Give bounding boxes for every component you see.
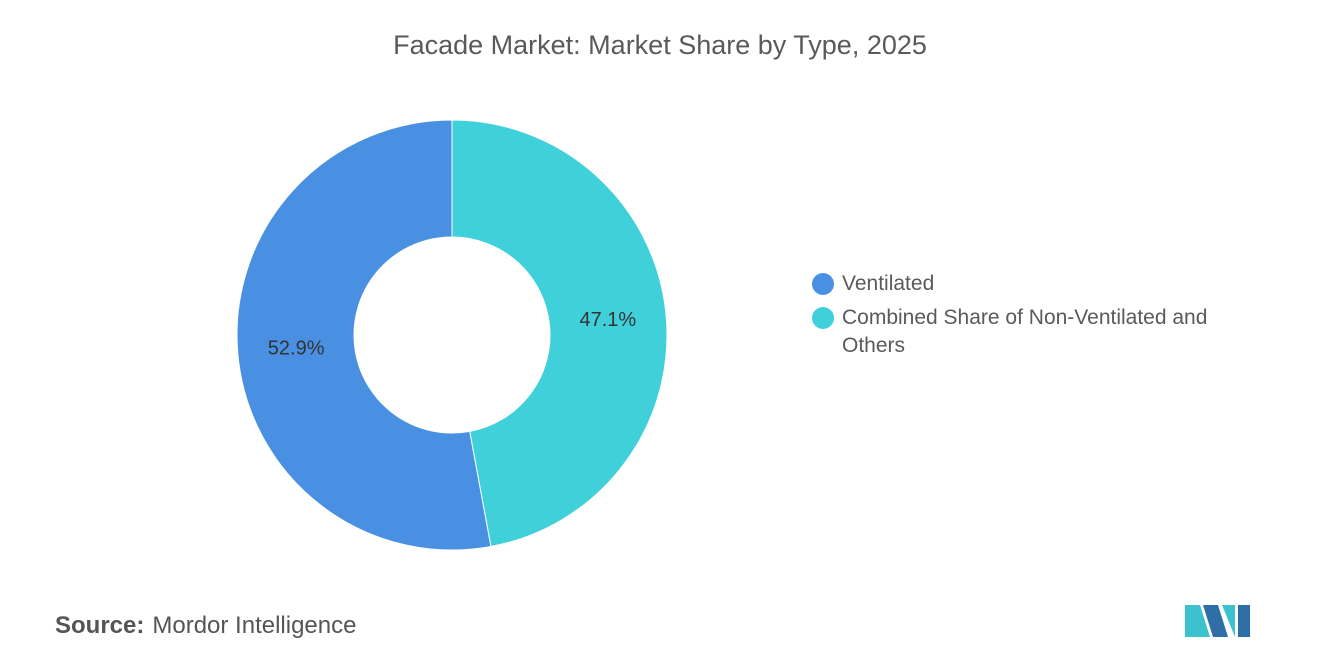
source-label: Source: (55, 612, 145, 639)
value-label: 52.9% (268, 338, 325, 360)
legend-swatch (812, 307, 834, 329)
slice (236, 119, 492, 551)
legend: Ventilated Combined Share of Non-Ventilat… (812, 270, 1232, 366)
value-label: 47.1% (579, 309, 636, 331)
logo (1185, 605, 1250, 637)
legend-swatch (812, 273, 834, 295)
slice (451, 119, 668, 548)
legend-label: Combined Share of Non-Ventilated and Oth… (842, 306, 1208, 357)
legend-item: Ventilated (812, 270, 1232, 298)
chart-title: Facade Market: Market Share by Type, 202… (393, 30, 927, 60)
legend-label: Ventilated (842, 272, 935, 295)
source: Source: Mordor Intelligence (55, 612, 356, 640)
legend-item: Combined Share of Non-Ventilated and Oth… (812, 304, 1232, 360)
source-text: Mordor Intelligence (152, 612, 357, 639)
